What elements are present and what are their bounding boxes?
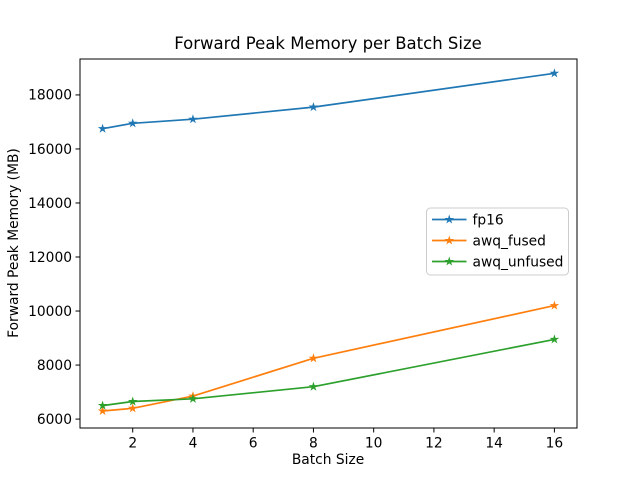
y-tick-label: 8000 — [37, 358, 72, 374]
x-tick-label: 8 — [309, 436, 318, 452]
chart-title: Forward Peak Memory per Batch Size — [174, 34, 482, 53]
data-point-marker-awq_unfused — [308, 381, 319, 391]
x-tick-label: 12 — [425, 436, 443, 452]
data-point-marker-awq_fused — [308, 353, 319, 363]
x-tick-label: 10 — [365, 436, 383, 452]
data-point-marker-awq_unfused — [97, 400, 108, 410]
x-tick-label: 2 — [128, 436, 137, 452]
plot-border — [79, 58, 578, 429]
data-point-marker-awq_unfused — [549, 334, 560, 344]
legend-label: awq_unfused — [473, 254, 564, 270]
data-point-marker-awq_fused — [549, 300, 560, 310]
legend-label: awq_fused — [473, 233, 546, 249]
y-tick-label: 10000 — [28, 304, 72, 320]
legend-label: fp16 — [473, 212, 504, 228]
y-tick-label: 18000 — [28, 88, 72, 104]
y-tick-label: 6000 — [37, 412, 72, 428]
x-tick-label: 16 — [546, 436, 564, 452]
series-line-fp16 — [101, 72, 556, 130]
data-point-marker-awq_unfused — [188, 393, 198, 403]
data-point-marker-fp16 — [188, 114, 198, 124]
legend-marker-icon — [444, 235, 455, 245]
legend-item-awq_unfused: awq_unfused — [432, 254, 563, 270]
legend: fp16 awq_fused awq_unfused — [426, 207, 569, 276]
series-line-awq_unfused — [101, 338, 556, 407]
data-point-marker-fp16 — [549, 68, 560, 78]
series-line-awq_fused — [101, 304, 556, 412]
data-point-marker-fp16 — [308, 102, 319, 112]
legend-box — [426, 207, 569, 276]
x-tick-label: 14 — [485, 436, 503, 452]
y-tick-label: 12000 — [28, 250, 72, 266]
plot-area: 2 4 6 8 10 12 14 16 6000 8000 10000 12000 14000 16000… — [28, 58, 578, 452]
y-tick-label: 16000 — [28, 142, 72, 158]
y-tick-label: 14000 — [28, 196, 72, 212]
legend-marker-icon — [444, 256, 455, 266]
legend-item-fp16: fp16 — [432, 212, 504, 228]
data-point-marker-fp16 — [97, 123, 108, 133]
data-point-marker-awq_fused — [127, 403, 138, 413]
data-point-marker-fp16 — [127, 118, 138, 128]
x-tick-label: 4 — [189, 436, 198, 452]
x-axis-label: Batch Size — [292, 452, 364, 468]
x-tick-label: 6 — [249, 436, 258, 452]
data-point-marker-awq_fused — [97, 405, 108, 416]
legend-item-awq_fused: awq_fused — [432, 233, 546, 249]
data-point-marker-awq_unfused — [127, 396, 138, 406]
y-axis-label: Forward Peak Memory (MB) — [6, 148, 22, 338]
legend-marker-icon — [444, 214, 455, 224]
